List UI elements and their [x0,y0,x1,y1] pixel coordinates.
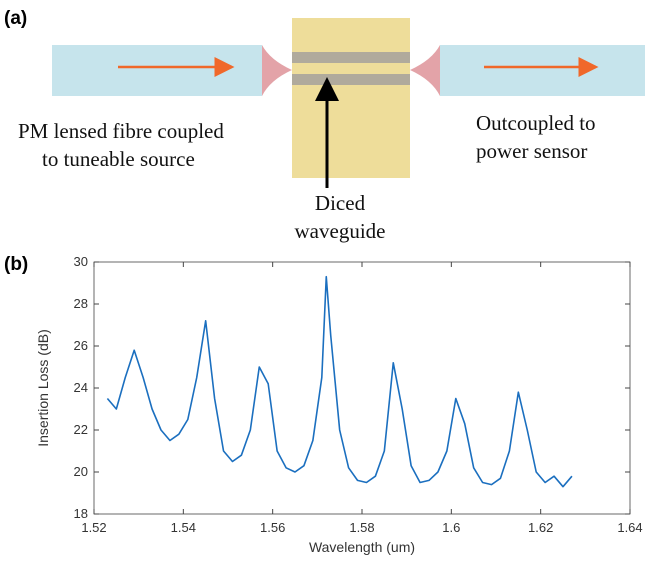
x-tick-label: 1.62 [528,520,553,535]
y-tick-label: 30 [74,254,88,269]
x-tick-label: 1.52 [81,520,106,535]
output-fibre [440,45,645,96]
y-tick-label: 22 [74,422,88,437]
y-tick-label: 26 [74,338,88,353]
plot: 1.52 1.54 1.56 1.58 1.6 1.62 1.64 18 20 22 24 26 28 3… [74,254,643,535]
chip [292,18,410,178]
y-tick-label: 18 [74,506,88,521]
x-tick-label: 1.58 [349,520,374,535]
sensor-label: power sensor [476,139,587,163]
waveguide-label: Diced [315,191,366,215]
waveguide-stripe [292,52,410,63]
source-label: to tuneable source [42,147,195,171]
y-tick-label: 24 [74,380,88,395]
input-fibre [52,45,262,96]
input-lens [262,45,292,96]
x-axis-label: Wavelength (um) [309,539,415,555]
panel-label: (a) [4,8,27,29]
x-tick-label: 1.6 [442,520,460,535]
output-lens [410,45,440,96]
waveguide-stripe [292,74,410,85]
y-axis-label: Insertion Loss (dB) [35,329,51,447]
x-tick-label: 1.54 [171,520,196,535]
panel-label: (b) [4,254,28,275]
sensor-label: Outcoupled to [476,111,596,135]
data-line [106,275,573,488]
y-tick-label: 28 [74,296,88,311]
source-label: PM lensed fibre coupled [18,119,224,143]
waveguide-label: waveguide [295,219,386,243]
x-tick-label: 1.64 [617,520,642,535]
y-tick-label: 20 [74,464,88,479]
plot-area [93,261,631,515]
x-tick-label: 1.56 [260,520,285,535]
